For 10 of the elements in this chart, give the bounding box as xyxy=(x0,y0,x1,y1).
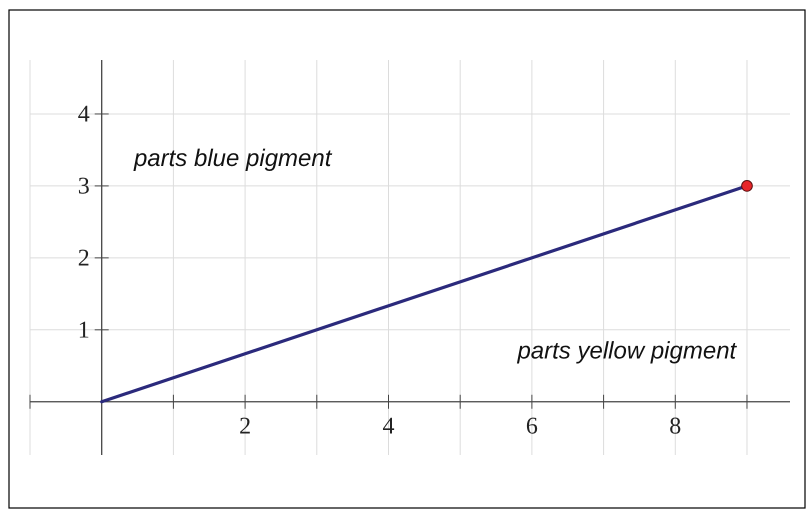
x-tick-label: 2 xyxy=(239,413,252,440)
y-tick-label: 4 xyxy=(78,102,90,128)
x-tick-label: 4 xyxy=(382,413,394,440)
y-tick-label: 2 xyxy=(78,246,90,272)
x-tick-label: 6 xyxy=(526,413,538,440)
y-axis-title: parts blue pigment xyxy=(132,144,333,172)
y-tick-label: 1 xyxy=(78,317,90,344)
x-tick-label: 8 xyxy=(669,413,682,440)
x-axis-title: parts yellow pigment xyxy=(516,338,738,365)
y-tick-label: 3 xyxy=(78,174,90,200)
